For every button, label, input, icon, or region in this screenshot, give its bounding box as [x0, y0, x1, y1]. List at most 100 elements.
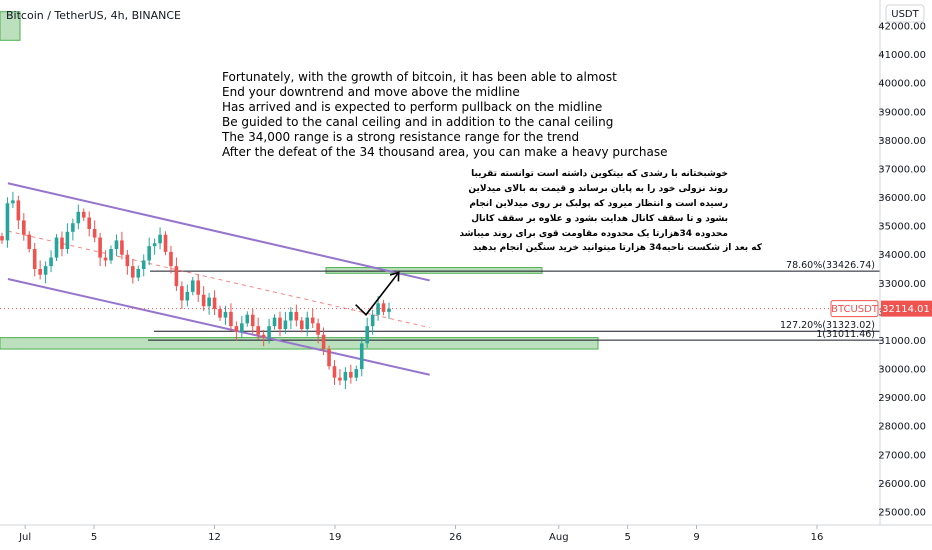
time-tick-label: 12 [208, 532, 221, 543]
candle-body-up [114, 240, 119, 249]
candle-body-down [163, 234, 168, 252]
price-tick-label: 38000.00 [878, 136, 926, 147]
candle-body-up [267, 326, 271, 338]
channel-mid-line [7, 230, 430, 329]
price-tick-label: 29000.00 [878, 393, 926, 404]
candle-body-down [229, 311, 233, 327]
fib-level-label: 127.20%(31323.02) [780, 320, 875, 331]
candle-body-up [136, 269, 141, 278]
price-axis[interactable]: 42000.00 41000.00 40000.00 39000.00 38000.00… [878, 22, 926, 519]
candle-body-up [152, 243, 157, 247]
price-tick-label: 35000.00 [878, 222, 926, 233]
price-tick-label: 31000.00 [878, 336, 926, 347]
candle-body-up [158, 234, 162, 244]
note-en-line: After the defeat of the 34 thousand area… [222, 145, 668, 159]
currency-badge-label: USDT [891, 9, 919, 20]
candle-body-up [71, 223, 75, 232]
price-tick-label: 34000.00 [878, 250, 926, 261]
note-fa-line: که بعد از شکست ناحیه34 هزارتا میتوانید خ… [473, 241, 763, 253]
channel-upper-line [7, 182, 430, 282]
candle-body-down [250, 314, 255, 327]
price-tick-label: 26000.00 [878, 479, 926, 490]
candle-body-down [103, 257, 108, 261]
candle-body-up [11, 200, 15, 204]
candle-body-up [190, 280, 195, 292]
price-tick-label: 27000.00 [878, 450, 926, 461]
candle-body-up [305, 317, 310, 330]
candle-body-down [310, 317, 315, 324]
price-tick-label: 39000.00 [878, 107, 926, 118]
candles-layer [0, 191, 391, 390]
candle-body-up [387, 308, 391, 312]
currency-badge[interactable] [885, 4, 925, 23]
candle-body-up [370, 314, 375, 327]
time-tick-label: Jul [18, 532, 31, 543]
price-tick-label: 30000.00 [878, 365, 926, 376]
time-tick-label: 19 [329, 532, 342, 543]
note-en-line: Fortunately, with the growth of bitcoin,… [222, 70, 617, 84]
candle-body-down [125, 254, 130, 267]
note-fa-line: محدوده 34هزارتا یک محدوده مقاومت قوی برا… [459, 229, 728, 239]
note-en-line: Be guided to the canal ceiling and in ad… [222, 115, 613, 129]
candle-body-down [327, 349, 331, 367]
candle-body-down [201, 294, 206, 307]
candle-body-down [299, 320, 304, 330]
candle-body-up [343, 371, 348, 381]
candle-body-up [223, 311, 228, 318]
candle-body-up [240, 323, 244, 332]
candle-body-down [27, 234, 32, 249]
candle-body-up [272, 317, 277, 327]
candle-body-down [349, 371, 353, 378]
price-tick-label: 28000.00 [878, 422, 926, 433]
candle-body-down [332, 366, 337, 378]
note-en-line: The 34,000 range is a strong resistance … [221, 130, 579, 144]
price-tick-label: 33000.00 [878, 279, 926, 290]
projection-arrowhead [389, 271, 400, 282]
channel-lower-line [7, 278, 430, 376]
candle-body-up [49, 257, 53, 267]
candle-body-up [65, 231, 70, 249]
candle-body-down [381, 303, 386, 312]
time-tick-label: 9 [693, 532, 699, 543]
candle-body-down [92, 228, 97, 238]
candle-body-down [0, 236, 4, 241]
top-left-zone [0, 11, 21, 41]
horizontal-lines-layer [148, 270, 880, 341]
price-tick-label: 42000.00 [878, 22, 926, 33]
candle-body-up [147, 246, 151, 261]
candle-body-up [207, 297, 211, 307]
projection-layer [355, 271, 400, 316]
candle-body-down [234, 326, 239, 332]
candle-body-down [196, 280, 201, 295]
candle-body-down [22, 220, 26, 235]
candle-body-down [120, 240, 124, 255]
support-zone [0, 337, 599, 350]
time-axis[interactable]: Jul 5 12 19 26 Aug 5 9 16 [18, 525, 823, 543]
candle-body-down [32, 248, 37, 269]
candle-body-down [87, 217, 92, 229]
note-fa-line: روند نزولی خود را به پایان برساند و قیمت… [468, 184, 728, 194]
note-en-line: End your downtrend and move above the mi… [222, 85, 520, 99]
note-fa-line: رسیده است و انتظار میرود که پولبک بر روی… [469, 199, 728, 209]
price-tick-label: 41000.00 [878, 50, 926, 61]
candle-body-down [60, 237, 64, 249]
current-price-symbol: BTCUSDT [831, 304, 879, 315]
fib-level-label: 1(31011.46) [816, 329, 875, 340]
candle-body-down [338, 377, 342, 381]
candle-body-down [261, 334, 266, 338]
candle-body-down [169, 251, 173, 267]
time-tick-label: Aug [549, 532, 569, 543]
note-persian: خوشبختانه با رشدی که بیتکوین داشته است ت… [459, 169, 762, 253]
candle-body-up [365, 326, 369, 344]
time-tick-label: 16 [811, 532, 824, 543]
time-tick-label: 26 [449, 532, 462, 543]
candle-body-up [109, 248, 113, 261]
price-tick-label: 36000.00 [878, 193, 926, 204]
candle-body-down [278, 317, 282, 330]
current-price-symbol-box [830, 300, 879, 318]
note-en-line: Has arrived and is expected to perform p… [222, 100, 602, 114]
candle-body-up [359, 343, 364, 370]
candle-body-up [245, 314, 250, 324]
